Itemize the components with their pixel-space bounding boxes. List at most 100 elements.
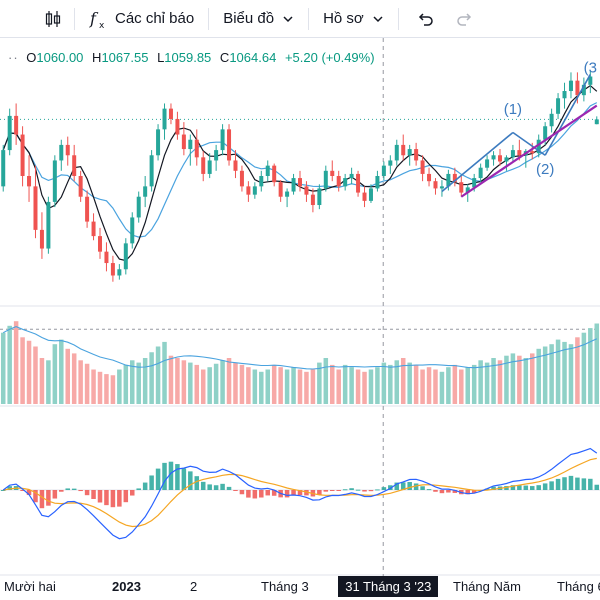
- volume-bar: [194, 364, 200, 404]
- candles-button[interactable]: [0, 0, 74, 38]
- time-axis-label: 2: [190, 579, 198, 594]
- toolbar-separator: [308, 7, 310, 30]
- volume-bar: [39, 358, 45, 404]
- candle-body: [549, 113, 554, 127]
- macd-histogram-bar: [555, 478, 561, 490]
- candle-body: [388, 160, 393, 166]
- volume-bar: [471, 364, 477, 404]
- volume-bar: [65, 348, 70, 404]
- volume-bar: [497, 360, 503, 404]
- macd-histogram-bar: [562, 477, 567, 490]
- candle-body: [91, 221, 96, 237]
- volume-bar: [491, 358, 496, 404]
- wave-label: (1): [504, 101, 522, 118]
- low-label: L: [157, 50, 165, 65]
- candle-body: [233, 160, 238, 171]
- redo-button[interactable]: [445, 0, 483, 38]
- volume-bar: [188, 362, 193, 404]
- macd-histogram-bar: [91, 490, 96, 499]
- candle-body: [433, 181, 438, 189]
- indicators-button[interactable]: f x Các chỉ báo: [75, 0, 208, 38]
- candle-body: [39, 229, 44, 249]
- volume-bar: [330, 364, 335, 404]
- macd-histogram-bar: [536, 485, 541, 490]
- volume-bar: [297, 369, 303, 404]
- macd-histogram-bar: [517, 485, 522, 490]
- macd-histogram-bar: [84, 490, 90, 496]
- macd-histogram-bar: [39, 490, 45, 509]
- time-axis-label: Tháng 6: [557, 579, 600, 594]
- candle-body: [349, 173, 354, 179]
- candle-body: [52, 160, 57, 202]
- volume-bar: [26, 340, 32, 404]
- candle-body: [394, 144, 399, 161]
- volume-bar: [265, 369, 270, 404]
- volume-bar: [104, 374, 109, 404]
- candle-body: [291, 178, 296, 192]
- more-dots-icon[interactable]: ··: [8, 50, 19, 65]
- volume-bar: [588, 328, 593, 404]
- toolbar-separator: [208, 7, 210, 30]
- time-axis-label: Mười hai: [4, 579, 56, 594]
- macd-histogram-bar: [355, 489, 361, 491]
- macd-histogram-bar: [471, 490, 477, 494]
- candle-body: [298, 178, 302, 187]
- macd-histogram-bar: [188, 471, 193, 490]
- candle-body: [1, 150, 6, 187]
- wave-label: (3: [584, 59, 597, 76]
- candle-body: [14, 115, 19, 135]
- volume-bar: [413, 364, 419, 404]
- volume-bar: [420, 369, 425, 404]
- volume-bar: [484, 362, 490, 404]
- volume-bar: [336, 369, 341, 404]
- candle-body: [188, 139, 193, 150]
- volume-bar: [123, 364, 129, 404]
- volume-bar: [239, 364, 245, 404]
- toolbar-separator: [397, 7, 399, 30]
- volume-bar: [181, 360, 187, 404]
- volume-bar: [304, 371, 309, 404]
- macd-histogram-bar: [581, 478, 587, 490]
- volume-bar: [323, 358, 329, 404]
- volume-bar: [549, 344, 554, 404]
- candle-body: [594, 119, 599, 125]
- macd-histogram-bar: [239, 490, 245, 495]
- candle-body: [530, 151, 535, 154]
- macd-histogram-bar: [530, 486, 535, 490]
- volume-bar: [13, 321, 19, 404]
- macd-histogram-bar: [252, 490, 258, 499]
- candle-body: [420, 160, 425, 174]
- wave-line: [544, 74, 592, 156]
- candle-body: [588, 76, 593, 85]
- candle-body: [265, 165, 270, 176]
- chart-menu-button[interactable]: Biểu đồ: [209, 0, 308, 38]
- volume-bar: [581, 332, 587, 404]
- macd-histogram-bar: [26, 490, 32, 496]
- candle-body: [543, 126, 548, 140]
- indicators-label: Các chỉ báo: [115, 10, 195, 27]
- candle-body: [485, 159, 490, 168]
- macd-histogram-bar: [181, 468, 187, 490]
- volume-bar: [575, 337, 580, 404]
- volume-bar: [433, 369, 438, 404]
- undo-button[interactable]: [399, 0, 445, 38]
- fx-icon: f x: [89, 9, 105, 29]
- macd-histogram-bar: [194, 476, 200, 490]
- profile-menu-button[interactable]: Hồ sơ: [309, 0, 398, 38]
- volume-bar: [271, 364, 277, 404]
- volume-bar: [149, 352, 154, 404]
- macd-histogram-bar: [400, 482, 406, 490]
- macd-histogram-bar: [271, 490, 277, 496]
- macd-histogram-bar: [149, 475, 154, 490]
- low-value: 1059.85: [164, 50, 212, 65]
- macd-histogram-bar: [504, 486, 509, 490]
- chart-canvas[interactable]: (1) (2) (3: [0, 38, 600, 576]
- macd-histogram-bar: [52, 490, 58, 499]
- volume-bar: [168, 355, 174, 404]
- macd-histogram-bar: [233, 490, 238, 491]
- volume-bar: [478, 360, 483, 404]
- candle-body: [65, 144, 70, 156]
- macd-histogram-bar: [200, 481, 206, 490]
- volume-bar: [142, 358, 148, 404]
- volume-bar: [375, 367, 380, 404]
